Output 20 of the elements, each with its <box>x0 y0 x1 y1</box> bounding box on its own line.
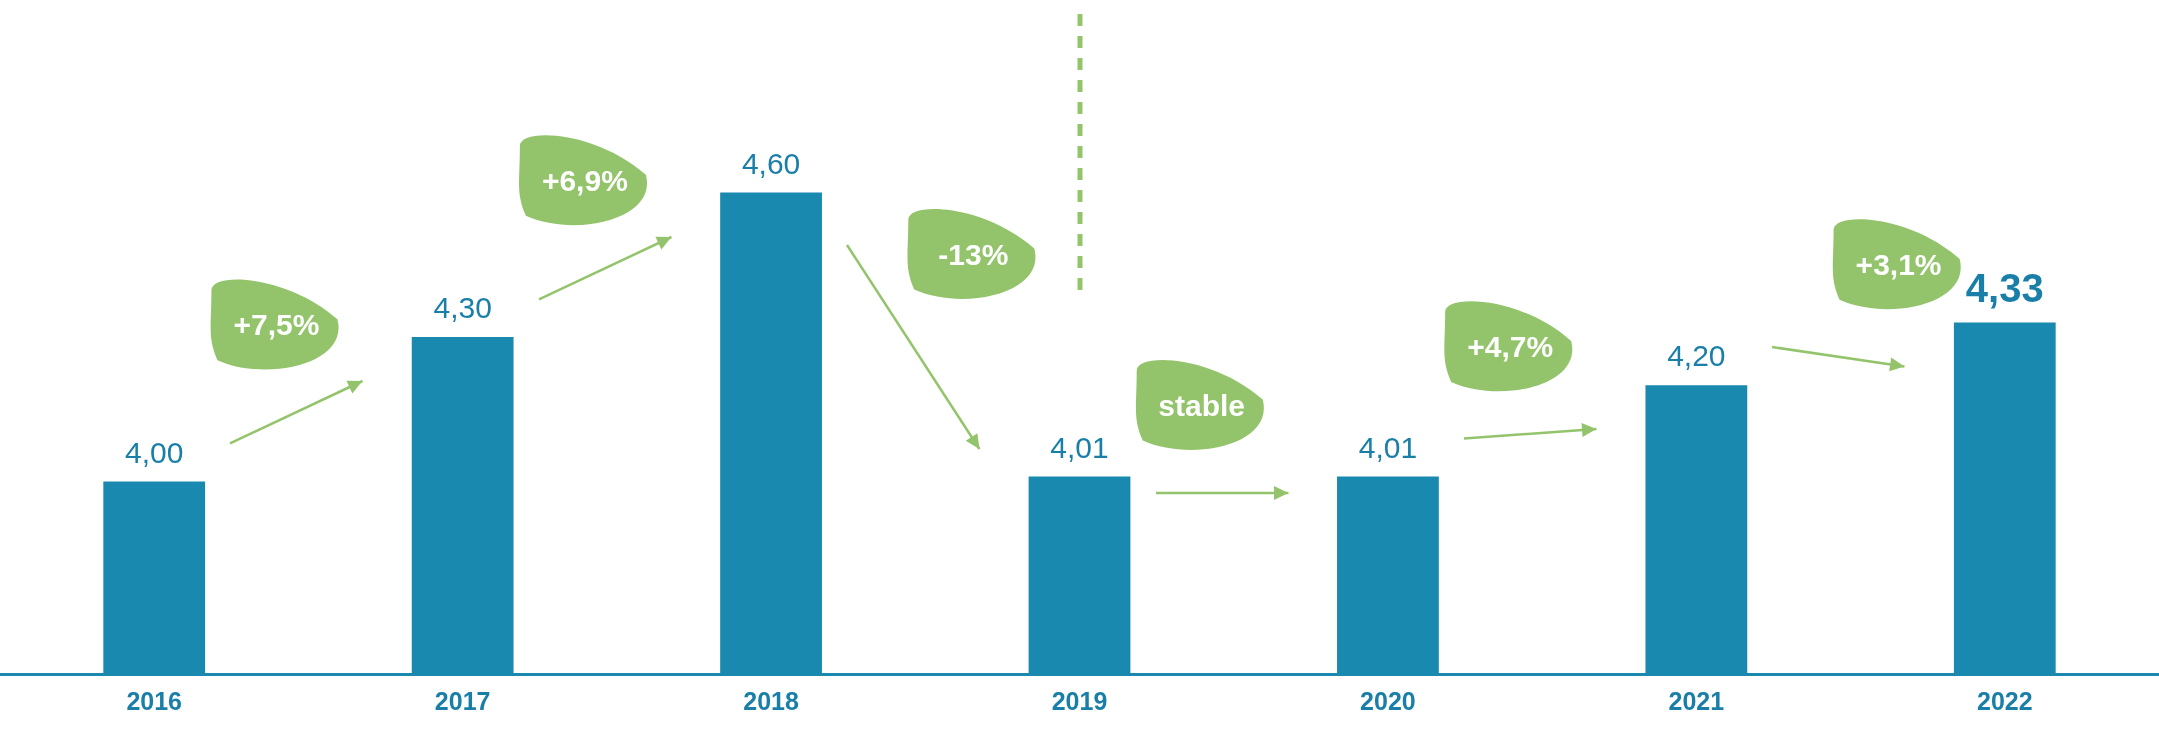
annotation: +4,7% <box>1467 330 1554 364</box>
annotation: stable <box>1158 388 1246 422</box>
x-tick-label: 2018 <box>743 686 799 715</box>
data-label: 4,01 <box>1050 430 1109 464</box>
x-tick-label: 2021 <box>1668 686 1725 715</box>
annotation: +6,9% <box>541 164 628 198</box>
data-label: 4,60 <box>741 146 801 180</box>
data-label: 4,20 <box>1667 339 1726 373</box>
data-label: 4,01 <box>1358 430 1418 464</box>
x-tick-label: 2017 <box>434 686 491 715</box>
data-label: 4,33 <box>1965 265 2044 310</box>
data-label: 4,00 <box>125 435 184 469</box>
x-tick-label: 2020 <box>1360 686 1416 715</box>
x-tick-label: 2016 <box>126 686 183 715</box>
annotation: -13% <box>938 237 1009 271</box>
annotation: +3,1% <box>1855 248 1942 282</box>
x-tick-label: 2019 <box>1051 686 1108 715</box>
x-tick-label: 2022 <box>1976 686 2033 715</box>
data-label: 4,30 <box>433 291 492 325</box>
annotation: +7,5% <box>233 308 320 342</box>
